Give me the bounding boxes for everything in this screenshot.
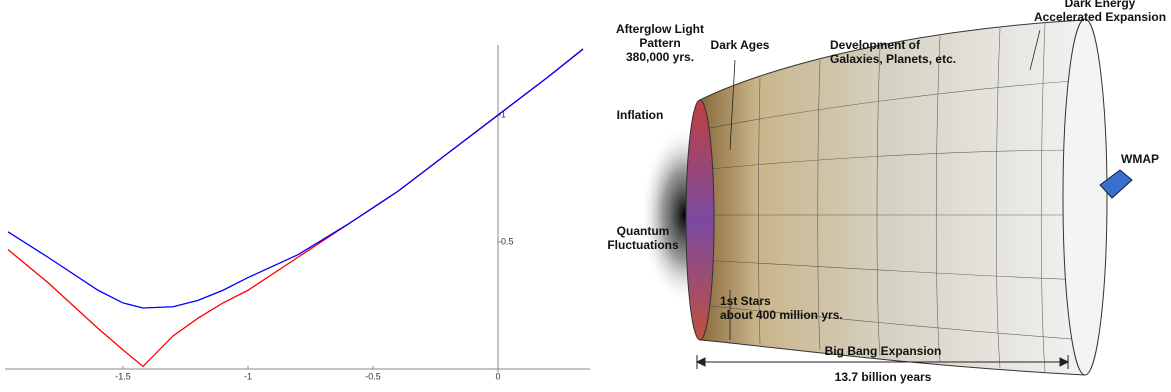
diagram-label: Accelerated Expansion — [1034, 10, 1166, 24]
y-tick-label: 0.5 — [501, 236, 514, 246]
diagram-label: Dark Ages — [711, 38, 770, 52]
x-tick-label: -1.5 — [115, 371, 131, 381]
x-tick-label: 0 — [495, 371, 500, 381]
callout-lines — [729, 29, 1041, 340]
diagram-label: about 400 million yrs. — [720, 308, 843, 322]
funnel-mouth — [1062, 18, 1108, 376]
x-tick-label: -0.5 — [365, 371, 381, 381]
chart: -1.5 -1 -0.5 0 0.5 1 — [5, 45, 590, 381]
diagram-label: Development of — [830, 38, 921, 52]
wmap-probe — [1099, 169, 1133, 199]
y-tick-label: 1 — [501, 109, 506, 119]
funnel-grid — [699, 22, 1086, 373]
diagram-label: Fluctuations — [607, 238, 679, 252]
line-series — [7, 48, 584, 309]
diagram-label: WMAP — [1121, 152, 1159, 166]
diagram-label: Galaxies, Planets, etc. — [830, 52, 956, 66]
diagram-label: Afterglow Light — [616, 22, 704, 36]
diagram-label: Inflation — [617, 108, 664, 122]
timeline-arrow — [695, 355, 1070, 369]
diagram-label: Pattern — [639, 36, 680, 50]
diagram-label: Big Bang Expansion — [825, 344, 942, 358]
diagram-label: Quantum — [617, 224, 670, 238]
line-series — [7, 48, 584, 368]
diagram-label: 380,000 yrs. — [626, 50, 694, 64]
diagram-label: Dark Energy — [1065, 0, 1136, 10]
diagram-label: 13.7 billion years — [835, 370, 932, 384]
x-tick-label: -1 — [244, 371, 252, 381]
diagram-label: 1st Stars — [720, 294, 771, 308]
afterglow-surface — [685, 99, 715, 341]
